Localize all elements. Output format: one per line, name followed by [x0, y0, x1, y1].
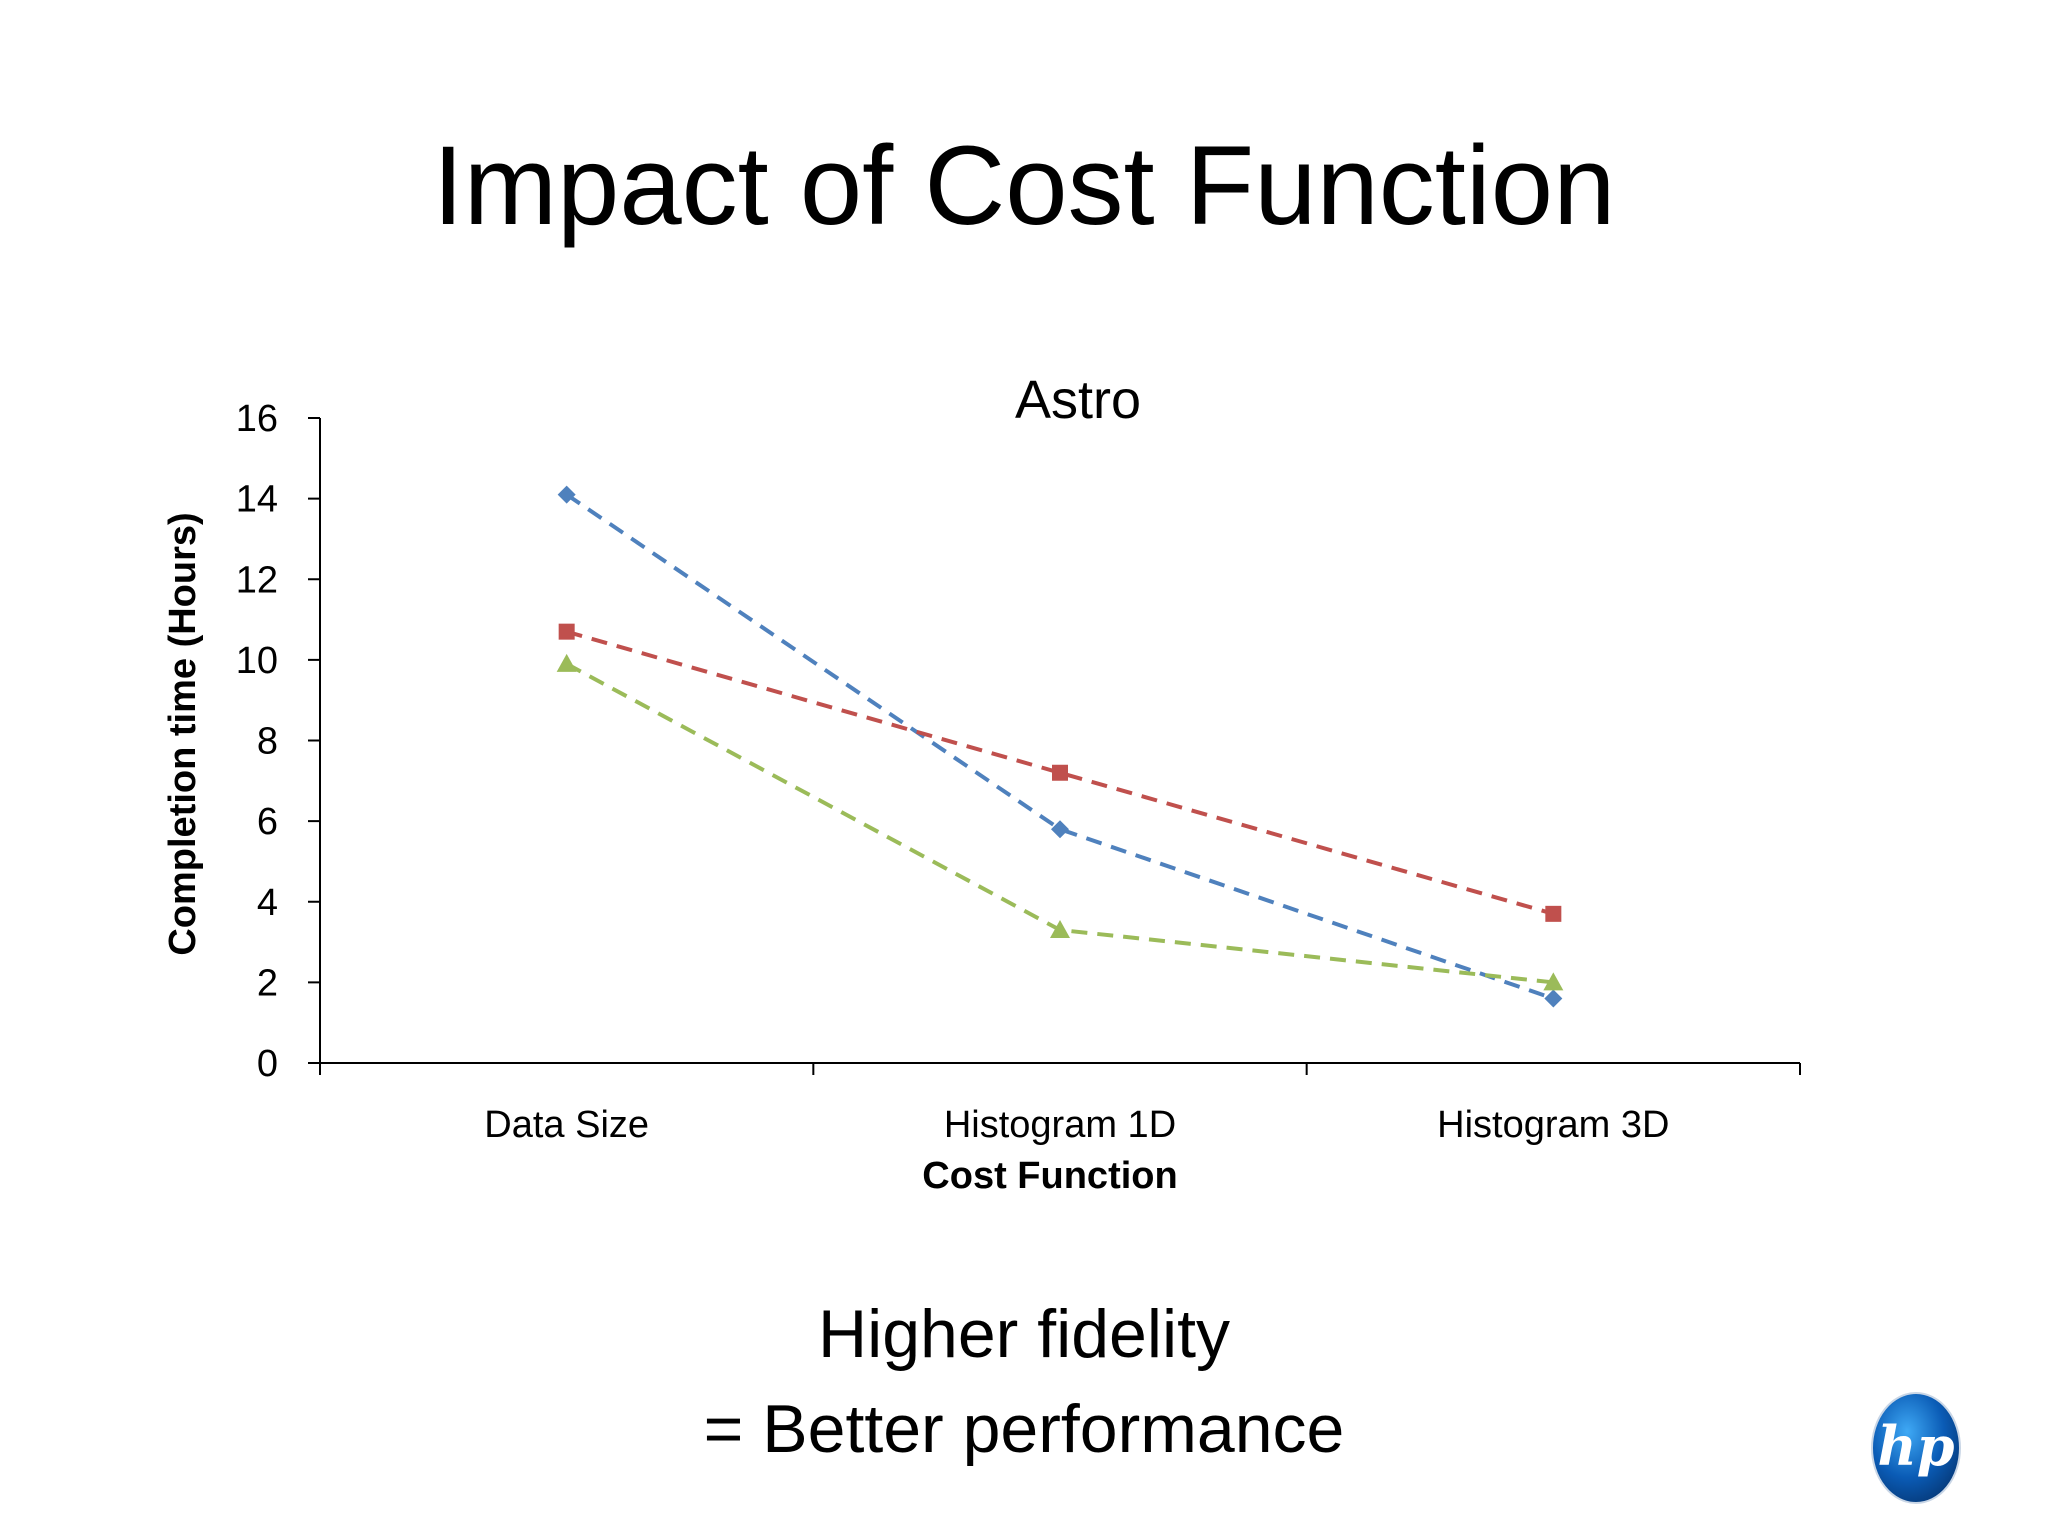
hp-logo-text: hp — [1877, 1414, 1954, 1478]
data-point-square — [558, 623, 575, 640]
caption-line-2: = Better performance — [703, 1391, 1345, 1467]
data-point-triangle — [1050, 919, 1070, 938]
y-tick-label: 0 — [257, 1043, 278, 1085]
y-tick-label: 10 — [236, 640, 278, 682]
series-line-2 — [566, 629, 1554, 916]
slide-title: Impact of Cost Function — [432, 123, 1616, 248]
y-axis-label: Completion time (Hours) — [162, 512, 204, 955]
chart-title: Astro — [1015, 370, 1141, 430]
x-tick-label: Histogram 1D — [944, 1104, 1176, 1146]
y-tick-label: 2 — [257, 962, 278, 1004]
data-point-diamond — [1051, 820, 1069, 839]
y-tick-label: 12 — [236, 559, 278, 601]
data-point-diamond — [557, 485, 576, 504]
y-tick-label: 8 — [257, 721, 278, 763]
y-tick-label: 14 — [236, 479, 278, 521]
data-point-diamond — [1544, 989, 1563, 1008]
data-point-triangle — [1543, 972, 1564, 991]
data-point-square — [1052, 764, 1068, 781]
series-line-1 — [565, 492, 1554, 1001]
hp-logo: hp — [1871, 1392, 1961, 1504]
data-point-triangle — [556, 653, 577, 672]
y-tick-label: 6 — [257, 801, 278, 843]
caption-line-1: Higher fidelity — [818, 1296, 1230, 1372]
y-tick-label: 4 — [257, 882, 278, 924]
x-axis-label: Cost Function — [922, 1155, 1177, 1197]
y-tick-label: 16 — [236, 398, 278, 440]
data-point-square — [1545, 905, 1562, 922]
chart-axes: 0 2 4 6 8 10 12 14 16 Data Size Histogram 1D Histog… — [236, 398, 1801, 1146]
chart-series — [556, 485, 1564, 1008]
x-tick-label: Histogram 3D — [1437, 1104, 1669, 1146]
x-tick-label: Data Size — [484, 1104, 649, 1146]
